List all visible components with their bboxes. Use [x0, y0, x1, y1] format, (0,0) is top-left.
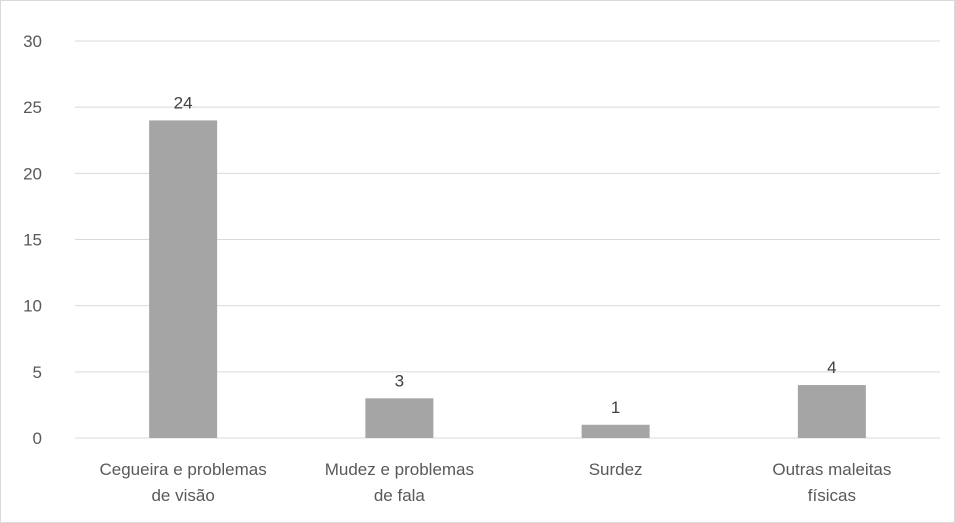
x-category-label: Outras maleitas — [772, 460, 891, 479]
x-category-label: Mudez e problemas — [325, 460, 474, 479]
x-category-label: de fala — [374, 486, 426, 505]
data-label: 4 — [827, 358, 836, 377]
bar — [365, 398, 434, 438]
y-tick-label: 30 — [23, 32, 42, 51]
bars — [149, 120, 866, 439]
gridlines — [75, 40, 940, 439]
y-tick-label: 25 — [23, 98, 42, 117]
data-label: 24 — [174, 93, 193, 112]
y-tick-label: 15 — [23, 231, 42, 250]
data-label: 3 — [395, 371, 404, 390]
y-tick-label: 0 — [33, 429, 42, 448]
bar — [581, 424, 650, 438]
y-tick-label: 10 — [23, 297, 42, 316]
x-category-label: Surdez — [589, 460, 643, 479]
x-category-label: de visão — [151, 486, 214, 505]
data-label: 1 — [611, 398, 620, 417]
x-axis-categories: Cegueira e problemas de visão Mudez e prob… — [99, 460, 891, 505]
x-category-label: físicas — [808, 486, 856, 505]
y-axis-ticks: 0 5 10 15 20 25 30 — [23, 32, 42, 448]
y-tick-label: 20 — [23, 164, 42, 183]
bar — [149, 120, 218, 439]
bar — [797, 385, 866, 438]
y-tick-label: 5 — [33, 363, 42, 382]
x-category-label: Cegueira e problemas — [99, 460, 266, 479]
data-labels: 24 3 1 4 — [174, 93, 837, 416]
